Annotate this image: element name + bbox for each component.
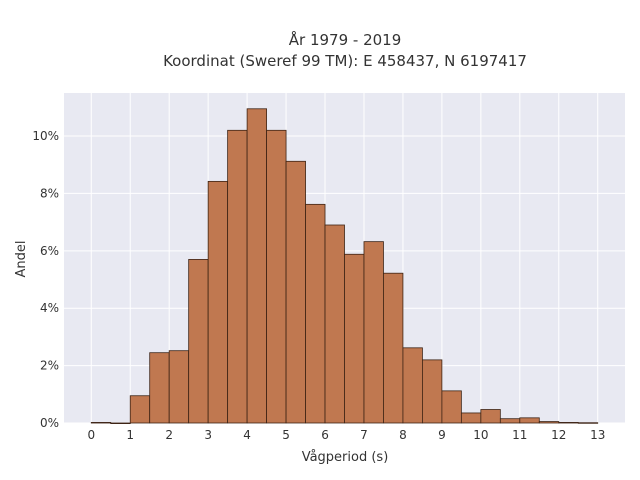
histogram-bar	[480, 409, 501, 424]
x-tick-label: 0	[87, 428, 95, 442]
y-tick-label: 8%	[40, 186, 59, 200]
y-tick-labels: 0% 2% 4% 6% 8% 10%	[32, 129, 59, 430]
histogram-bar	[246, 108, 267, 424]
x-tick-label: 10	[473, 428, 488, 442]
histogram-bar	[538, 421, 560, 424]
histogram-bar	[499, 418, 521, 424]
histogram-bar	[519, 417, 540, 424]
histogram-bar	[441, 390, 462, 424]
histogram-bar	[285, 160, 306, 424]
histogram-bar	[324, 224, 345, 424]
y-tick-label: 0%	[40, 416, 59, 430]
y-axis-label: Andel	[14, 241, 29, 278]
x-tick-label: 2	[165, 428, 173, 442]
chart-title: År 1979 - 2019	[289, 30, 402, 49]
x-axis-label: Vågperiod (s)	[302, 450, 389, 465]
y-tick-label: 2%	[40, 359, 59, 373]
histogram-bar	[363, 241, 384, 424]
histogram-bar	[344, 253, 365, 424]
x-tick-label: 13	[590, 428, 605, 442]
histogram-bar	[168, 350, 190, 424]
x-tick-label: 3	[204, 428, 212, 442]
x-tick-label: 9	[438, 428, 446, 442]
x-tick-label: 7	[360, 428, 368, 442]
histogram-bar	[402, 347, 423, 424]
histogram-bar	[149, 352, 170, 424]
x-tick-label: 11	[512, 428, 527, 442]
y-tick-label: 10%	[32, 129, 59, 143]
x-tick-labels: 0 1 2 3 4 5 6 7 8 9 10 11 12 13	[87, 428, 605, 442]
histogram-bar	[383, 272, 404, 424]
histogram-bar	[188, 259, 209, 424]
histogram-bar	[305, 203, 326, 424]
x-tick-label: 6	[321, 428, 329, 442]
x-tick-label: 8	[399, 428, 407, 442]
y-tick-label: 4%	[40, 301, 59, 315]
histogram-bar	[266, 129, 287, 424]
histogram-bar	[422, 359, 443, 424]
y-tick-label: 6%	[40, 244, 59, 258]
histogram-bar	[558, 422, 579, 424]
x-tick-label: 1	[126, 428, 134, 442]
histogram-bar	[207, 180, 229, 424]
bars	[90, 108, 599, 425]
x-tick-label: 5	[282, 428, 290, 442]
histogram-bar	[129, 395, 151, 424]
histogram-bar	[577, 422, 599, 424]
histogram-bar	[227, 129, 248, 424]
histogram-bar	[460, 412, 482, 424]
x-tick-label: 4	[243, 428, 251, 442]
histogram-bar	[110, 422, 131, 425]
chart-subtitle: Koordinat (Sweref 99 TM): E 458437, N 61…	[163, 52, 527, 70]
histogram-bar	[90, 422, 112, 424]
x-tick-label: 12	[551, 428, 566, 442]
